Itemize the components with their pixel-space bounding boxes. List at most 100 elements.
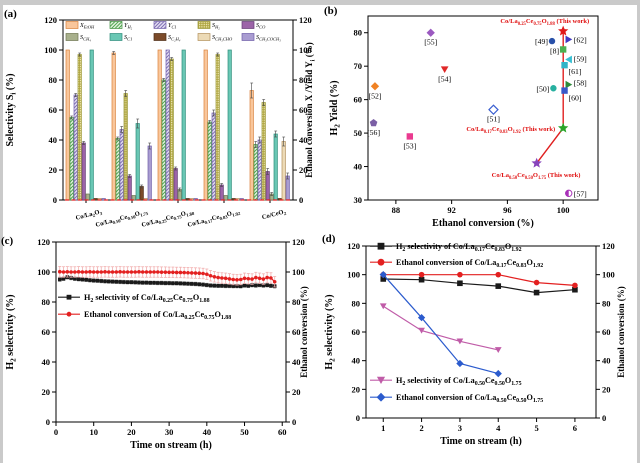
legend-label: Ethanol conversion of Co/La0.50Ce0.50O1.… xyxy=(396,393,543,404)
plot-box xyxy=(367,15,599,201)
category-label: Co/La0.50Ce0.50O1.75 xyxy=(95,208,150,230)
panel-d: (d) 0 0 20 20 40 40 60 60 80 80 100 100 120 120 1 2 3 4 5 6… xyxy=(320,232,640,463)
circle-marker xyxy=(220,276,224,280)
circle-marker xyxy=(69,270,73,274)
x-axis-title: Time on stream (h) xyxy=(130,440,212,451)
bar-series-s-ch- xyxy=(85,187,274,201)
y-tick-label: 0 xyxy=(53,195,57,205)
y-axis-title-right: Ethanol conversion (%) xyxy=(299,286,309,378)
y-tick-label-right: 80 xyxy=(292,297,301,307)
circle-marker xyxy=(272,279,277,284)
circle-marker xyxy=(418,271,425,278)
circle-marker xyxy=(257,276,262,281)
square-marker xyxy=(197,282,202,287)
circle-marker xyxy=(144,270,149,274)
circle-marker xyxy=(84,270,88,274)
circle-marker xyxy=(99,270,104,274)
ref-label: [54] xyxy=(438,75,451,84)
circle-marker xyxy=(495,271,502,278)
square-marker xyxy=(84,278,88,282)
legend-label: SC₂H₄ xyxy=(168,34,181,42)
square-marker xyxy=(380,276,387,282)
ref-label: [55] xyxy=(424,38,437,47)
circle-marker xyxy=(216,275,220,280)
y-tick-label-right: 100 xyxy=(299,45,312,55)
panel-d-letter: (d) xyxy=(322,233,336,245)
y-tick-label: 30 xyxy=(354,195,363,205)
tri-down-marker xyxy=(379,303,387,310)
square-marker xyxy=(137,280,141,285)
x-tick-label: 1 xyxy=(381,423,385,433)
y-tick-label-right: 40 xyxy=(292,357,301,367)
square-marker xyxy=(242,283,247,288)
x-tick-label: 10 xyxy=(89,427,98,437)
square-marker xyxy=(152,281,156,285)
y-tick-label-right: 120 xyxy=(602,241,615,251)
y-tick-label-right: 40 xyxy=(602,356,611,366)
category-label: Co/La0.17Ce0.83O1.92 xyxy=(187,208,242,230)
circle-marker xyxy=(572,282,578,289)
y-tick-label: 20 xyxy=(49,165,58,175)
square-marker xyxy=(76,277,81,281)
circle-marker xyxy=(171,270,175,275)
frame-top xyxy=(0,0,640,5)
circle-marker xyxy=(182,270,186,275)
circle-marker xyxy=(125,270,130,274)
panel-a: (a) 0 0 20 20 40 40 60 60 80 80 100 100 120 120 Select… xyxy=(0,0,320,232)
y-tick-label-right: 40 xyxy=(299,135,308,145)
y-tick-label-right: 60 xyxy=(292,327,301,337)
square-marker xyxy=(140,280,145,285)
square-marker xyxy=(61,276,66,281)
square-marker xyxy=(231,284,236,288)
circle-marker xyxy=(212,275,217,279)
square-marker xyxy=(66,294,72,300)
legend-label: SCO xyxy=(256,22,266,30)
square-marker xyxy=(125,280,130,284)
x-axis-title: Time on stream (h) xyxy=(440,436,522,447)
line-series-1 xyxy=(57,266,277,288)
square-marker xyxy=(561,87,568,94)
square-marker xyxy=(235,284,239,288)
tri-right-marker xyxy=(565,80,573,89)
line-series-3 xyxy=(379,271,502,378)
square-marker xyxy=(561,61,568,69)
circle-marker xyxy=(208,273,213,278)
tri-down-marker xyxy=(440,66,449,74)
circle-marker xyxy=(261,277,266,281)
category-label: Co/CeO2 xyxy=(261,208,287,222)
diamond-marker xyxy=(379,271,387,279)
y-tick-label: 100 xyxy=(37,267,50,277)
square-marker xyxy=(269,284,273,288)
y-tick-label-right: 0 xyxy=(299,195,303,205)
y-tick-label: 60 xyxy=(354,95,363,105)
square-marker xyxy=(167,281,171,285)
circle-marker xyxy=(133,270,137,274)
square-marker xyxy=(227,284,232,288)
square-marker xyxy=(80,277,85,282)
square-marker xyxy=(133,280,137,285)
bar-series-x-etoh- xyxy=(65,49,254,201)
panel-b-letter: (b) xyxy=(324,5,338,17)
tri-right-marker xyxy=(565,35,573,44)
circle-marker xyxy=(235,278,239,282)
y-axis-title-right: Ethanol conversion (%) xyxy=(616,286,626,378)
square-marker xyxy=(559,46,567,53)
circle-marker xyxy=(227,277,232,281)
bar-series-s-co- xyxy=(81,141,270,201)
diamond-marker xyxy=(376,392,386,402)
legend-label: H2 selectivity of Co/La0.50Ce0.50O1.75 xyxy=(396,376,522,387)
circle-marker xyxy=(550,85,557,92)
square-marker xyxy=(118,280,122,284)
ref-label: [60] xyxy=(569,94,582,103)
legend-label: SCH₄ xyxy=(80,34,91,42)
x-tick-label: 88 xyxy=(392,205,401,215)
square-marker xyxy=(265,283,269,287)
y-tick-label: 70 xyxy=(354,61,363,71)
x-tick-label: 2 xyxy=(419,423,423,433)
circle-marker xyxy=(137,270,141,274)
plot-box xyxy=(55,241,287,423)
square-marker xyxy=(238,284,243,289)
circle-marker xyxy=(57,269,62,274)
circle-marker xyxy=(201,271,205,276)
circle-marker xyxy=(193,271,198,275)
